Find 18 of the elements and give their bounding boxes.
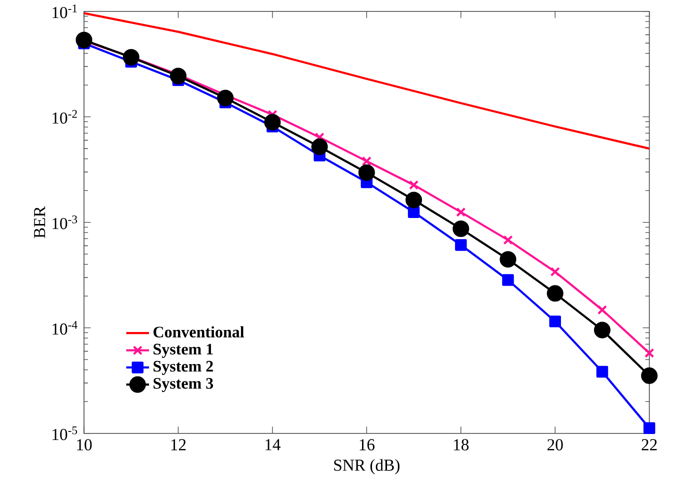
- x-tick-label: 20: [548, 439, 563, 450]
- x-axis-title: SNR (dB): [334, 459, 400, 474]
- x-tick-label: 18: [454, 439, 469, 450]
- y-tick-label: 10$^{-5}$: [52, 426, 78, 440]
- x-tick-label: 14: [266, 439, 281, 450]
- y-tick-label: 10$^{-4}$: [52, 321, 78, 335]
- legend-label: System 1: [154, 344, 213, 358]
- legend-label: Conventional: [154, 326, 244, 338]
- legend-label: System 2: [154, 360, 213, 375]
- x-tick-label: 22: [642, 439, 657, 450]
- x-tick-label: 10: [77, 439, 92, 450]
- x-tick-label: 12: [171, 439, 186, 450]
- legend-label: System 3: [154, 378, 214, 392]
- y-tick-label: 10$^{-2}$: [52, 110, 77, 124]
- x-tick-label: 16: [360, 439, 375, 450]
- y-tick-label: 10$^{-3}$: [52, 216, 78, 230]
- y-tick-label: 10$^{-1}$: [52, 4, 77, 18]
- y-axis-title: BER: [34, 206, 46, 238]
